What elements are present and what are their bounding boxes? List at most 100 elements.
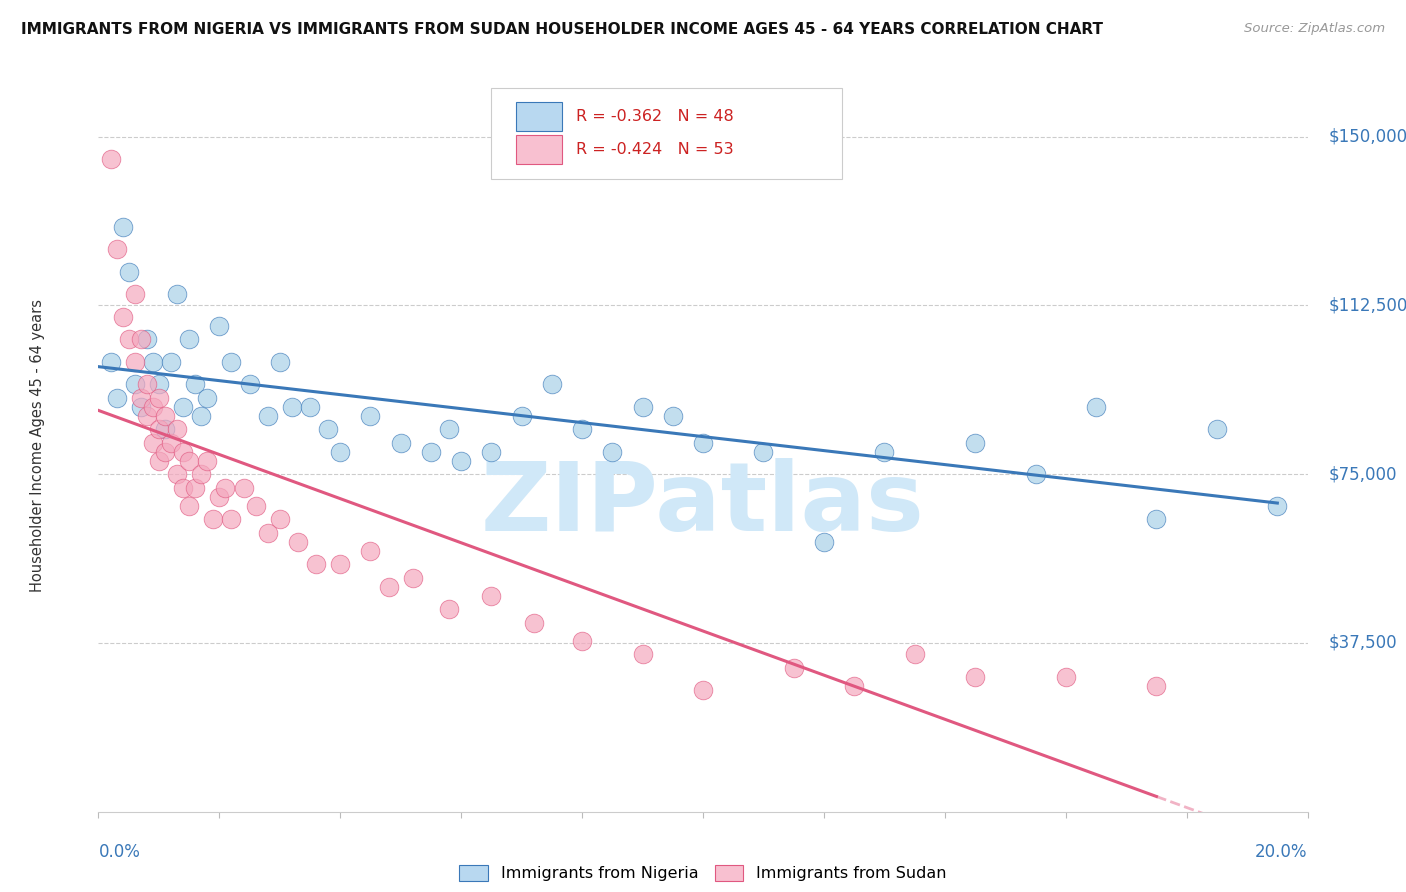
Point: [965, 670, 987, 684]
Point: [100, 152, 122, 166]
Point: [111, 310, 134, 324]
Text: Source: ZipAtlas.com: Source: ZipAtlas.com: [1244, 22, 1385, 36]
Point: [316, 422, 339, 436]
Point: [160, 354, 183, 368]
Point: [692, 683, 714, 698]
Text: IMMIGRANTS FROM NIGERIA VS IMMIGRANTS FROM SUDAN HOUSEHOLDER INCOME AGES 45 - 64: IMMIGRANTS FROM NIGERIA VS IMMIGRANTS FR…: [21, 22, 1104, 37]
Point: [202, 512, 225, 526]
Point: [142, 400, 165, 414]
Point: [221, 512, 243, 526]
Point: [1144, 679, 1167, 693]
Point: [148, 377, 170, 392]
Point: [437, 422, 460, 436]
Point: [523, 615, 546, 630]
Point: [904, 647, 927, 661]
Point: [571, 422, 593, 436]
Point: [813, 534, 835, 549]
Point: [179, 453, 201, 467]
Point: [172, 481, 194, 495]
Point: [389, 435, 412, 450]
Point: [118, 264, 141, 278]
Point: [190, 409, 212, 423]
Point: [190, 467, 212, 482]
Point: [195, 453, 218, 467]
Text: $112,500: $112,500: [1329, 296, 1406, 314]
Point: [1144, 512, 1167, 526]
Point: [135, 409, 157, 423]
Point: [153, 409, 176, 423]
Text: $37,500: $37,500: [1329, 634, 1398, 652]
Point: [437, 602, 460, 616]
Point: [481, 444, 503, 458]
Point: [692, 435, 714, 450]
Point: [844, 679, 866, 693]
Point: [360, 543, 382, 558]
Text: ZIPatlas: ZIPatlas: [481, 458, 925, 551]
Point: [269, 512, 291, 526]
Point: [148, 453, 170, 467]
Point: [540, 377, 562, 392]
Point: [631, 400, 654, 414]
Text: 20.0%: 20.0%: [1256, 843, 1308, 861]
Point: [510, 409, 533, 423]
Point: [135, 332, 157, 346]
Point: [100, 354, 122, 368]
Point: [873, 444, 896, 458]
Text: R = -0.362   N = 48: R = -0.362 N = 48: [576, 110, 734, 124]
Point: [402, 571, 425, 585]
Point: [221, 354, 243, 368]
Point: [166, 422, 188, 436]
Point: [105, 391, 128, 405]
Point: [782, 661, 804, 675]
Point: [287, 534, 309, 549]
Point: [153, 422, 176, 436]
FancyBboxPatch shape: [492, 87, 842, 179]
Point: [281, 400, 304, 414]
Point: [111, 219, 134, 234]
Point: [160, 435, 183, 450]
Point: [135, 377, 157, 392]
Point: [602, 444, 624, 458]
Point: [214, 481, 236, 495]
FancyBboxPatch shape: [516, 103, 561, 131]
Point: [752, 444, 775, 458]
Point: [129, 332, 152, 346]
Point: [124, 377, 146, 392]
Point: [184, 481, 207, 495]
Point: [179, 499, 201, 513]
Point: [195, 391, 218, 405]
Point: [142, 354, 165, 368]
Point: [172, 400, 194, 414]
Point: [105, 242, 128, 256]
Point: [329, 557, 352, 571]
Point: [329, 444, 352, 458]
Point: [631, 647, 654, 661]
Text: R = -0.424   N = 53: R = -0.424 N = 53: [576, 142, 734, 157]
FancyBboxPatch shape: [516, 136, 561, 164]
Point: [420, 444, 443, 458]
Point: [172, 444, 194, 458]
Point: [239, 377, 262, 392]
Point: [208, 318, 231, 333]
Point: [965, 435, 987, 450]
Point: [256, 525, 278, 540]
Text: $75,000: $75,000: [1329, 465, 1398, 483]
Point: [1206, 422, 1229, 436]
Point: [481, 589, 503, 603]
Point: [153, 444, 176, 458]
Point: [661, 409, 683, 423]
Point: [360, 409, 382, 423]
Point: [129, 391, 152, 405]
Point: [299, 400, 322, 414]
Point: [142, 435, 165, 450]
Text: $150,000: $150,000: [1329, 128, 1406, 145]
Point: [232, 481, 254, 495]
Point: [166, 287, 188, 301]
Point: [377, 580, 399, 594]
Point: [166, 467, 188, 482]
Point: [1267, 499, 1289, 513]
Point: [256, 409, 278, 423]
Point: [571, 633, 593, 648]
Point: [245, 499, 267, 513]
Point: [305, 557, 328, 571]
